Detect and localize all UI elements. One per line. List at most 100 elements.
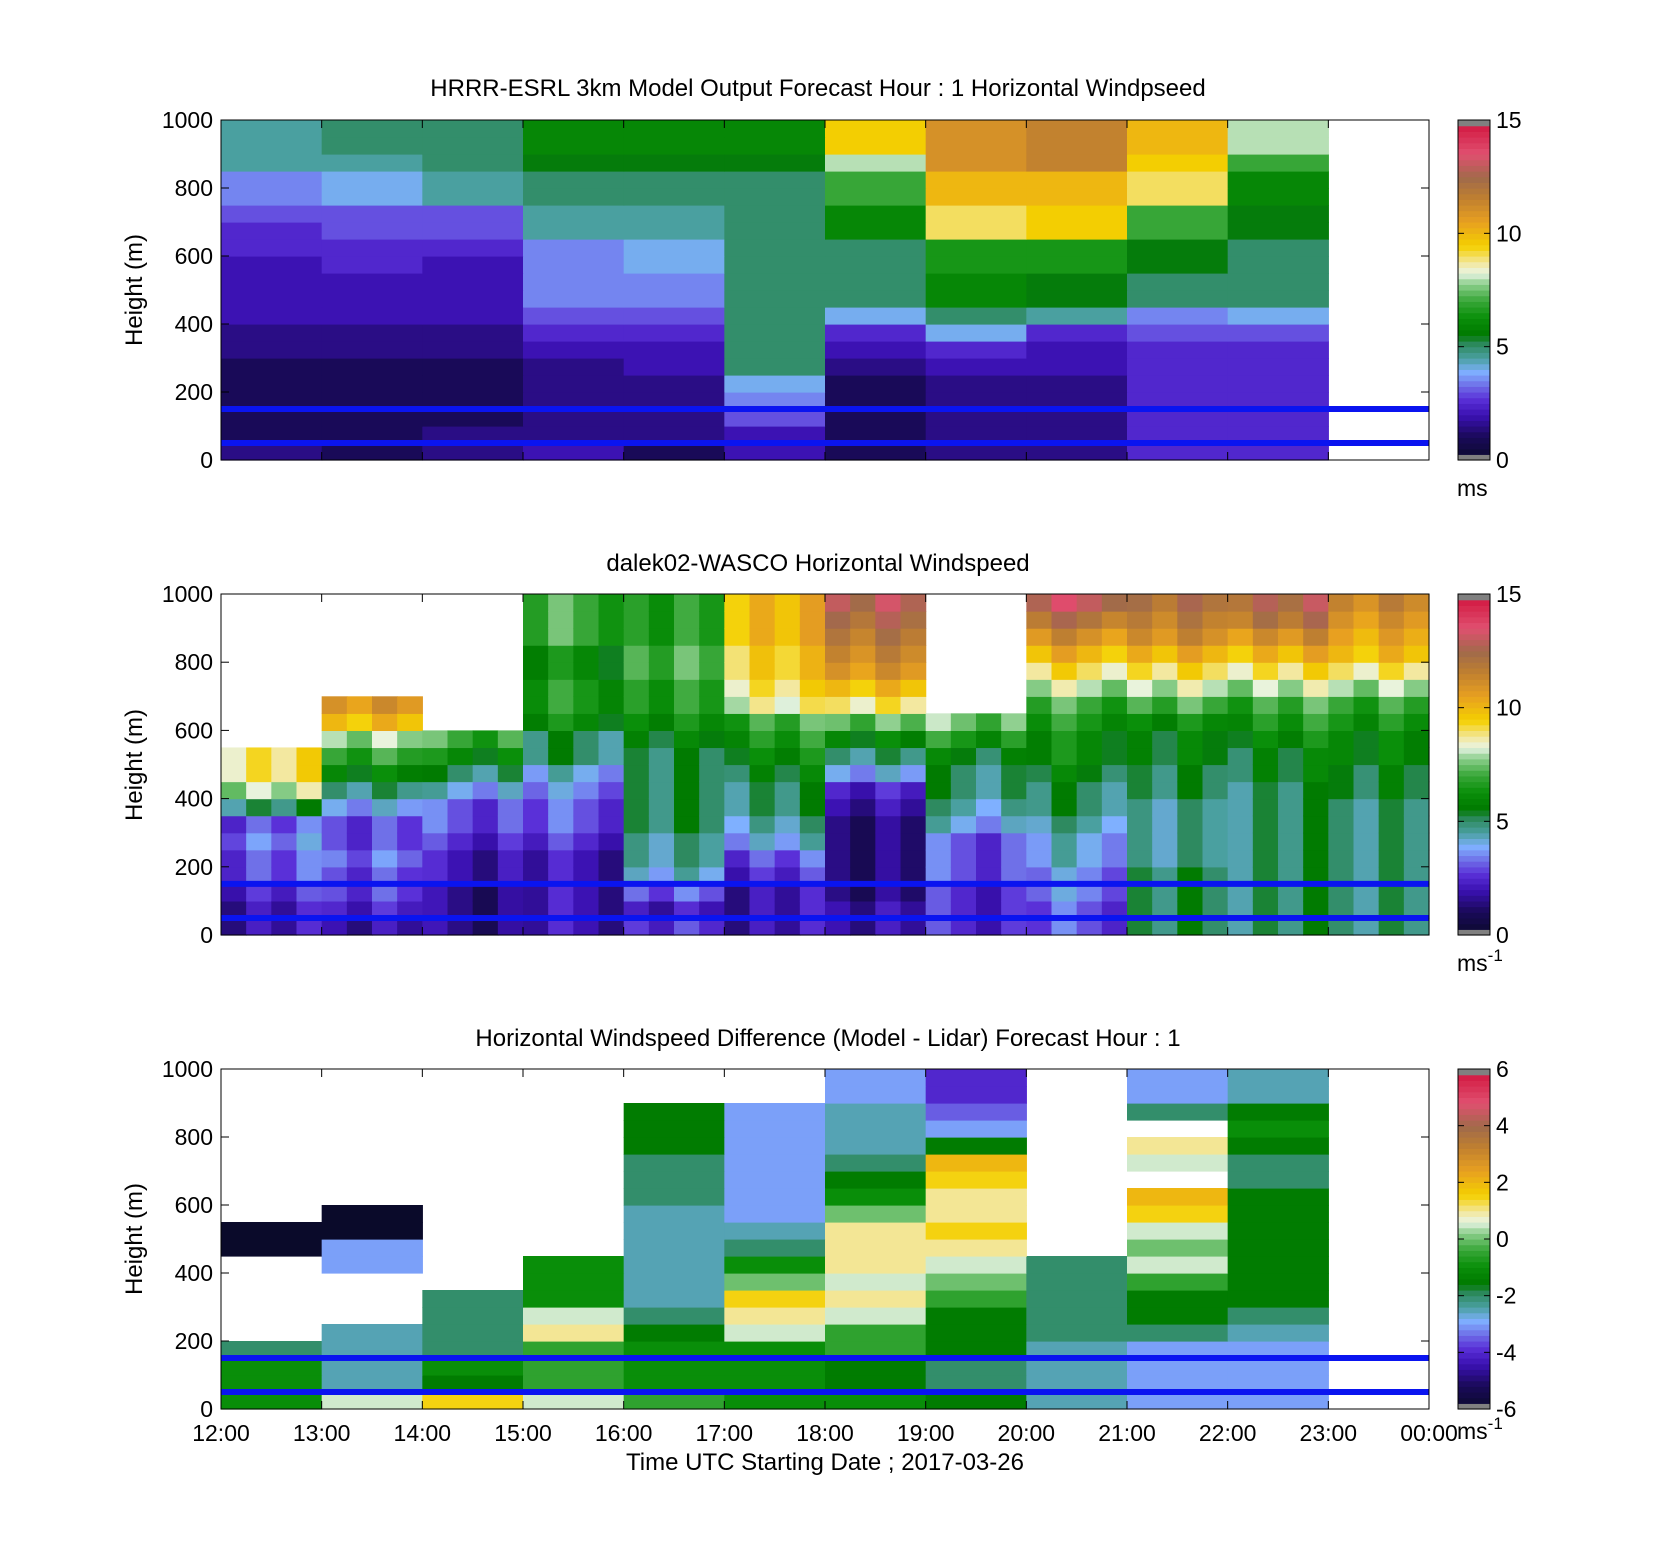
heat-cell: [1328, 883, 1355, 902]
heat-cell: [598, 696, 625, 714]
heat-cell: [271, 781, 298, 800]
heat-cell: [774, 628, 801, 646]
heat-cell: [976, 747, 1002, 766]
colorbar-segment: [1458, 628, 1490, 635]
heat-cell: [1278, 662, 1304, 680]
heat-cell: [623, 426, 725, 444]
heat-cell: [774, 747, 801, 766]
colorbar-segment: [1458, 426, 1490, 433]
heat-cell: [900, 849, 927, 868]
colorbar-segment: [1458, 392, 1490, 399]
heat-cell: [1278, 611, 1304, 629]
heat-cell: [523, 341, 625, 359]
heat-cell: [346, 815, 373, 834]
heat-cell: [372, 781, 398, 800]
heat-cell: [523, 679, 549, 697]
heat-cell: [648, 781, 675, 800]
heat-cell: [1026, 594, 1053, 612]
heat-cell: [1127, 645, 1153, 663]
heat-cell: [1202, 747, 1229, 766]
heat-cell: [623, 866, 650, 885]
heat-cell: [1252, 815, 1279, 834]
heat-cell: [623, 713, 650, 731]
heat-cell: [825, 375, 927, 393]
heat-cell: [296, 832, 323, 851]
heat-cell: [1227, 1239, 1329, 1257]
x-tick-label: 18:00: [796, 1420, 854, 1446]
heat-cell: [976, 866, 1002, 885]
heat-cell: [1026, 273, 1128, 291]
heat-cell: [674, 815, 700, 834]
heat-cell: [699, 900, 725, 919]
colorbar-segment: [1458, 329, 1490, 336]
x-tick-label: 22:00: [1199, 1420, 1257, 1446]
heat-cell: [1227, 375, 1329, 393]
heat-cell: [548, 866, 574, 885]
colorbar-segment: [1458, 673, 1490, 680]
heat-cell: [1227, 730, 1254, 749]
heat-cell: [1403, 645, 1430, 663]
heat-cell: [825, 866, 851, 885]
colorbar-segment: [1458, 1097, 1490, 1104]
heat-cell: [1076, 611, 1103, 629]
heat-cell: [623, 1290, 725, 1308]
heat-cell: [925, 1137, 1027, 1155]
heat-cell: [523, 137, 625, 155]
y-tick-label: 200: [175, 379, 213, 405]
heat-cell: [1152, 764, 1178, 783]
colorbar-segment: [1458, 176, 1490, 183]
heat-cell: [598, 866, 625, 885]
heat-cell: [724, 696, 751, 714]
heat-cell: [648, 662, 675, 680]
colorbar-segment: [1458, 656, 1490, 663]
heat-cell: [825, 239, 927, 257]
heat-cell: [623, 679, 650, 697]
heat-cell: [674, 781, 700, 800]
heat-cell: [950, 713, 977, 731]
heat-cell: [648, 628, 675, 646]
colorbar-segment: [1458, 380, 1490, 387]
colorbar-segment: [1458, 443, 1490, 450]
heat-cell: [825, 392, 927, 410]
colorbar-segment: [1458, 182, 1490, 189]
colorbar-segment: [1458, 131, 1490, 138]
heat-cell: [372, 730, 398, 749]
heat-cell: [1202, 832, 1229, 851]
heat-cell: [422, 832, 449, 851]
colorbar-segment: [1458, 284, 1490, 291]
heat-cell: [1227, 1069, 1329, 1087]
heat-cell: [825, 137, 927, 155]
heat-cell: [1403, 747, 1430, 766]
heat-cell: [724, 832, 751, 851]
heat-cell: [271, 815, 298, 834]
heat-cell: [724, 205, 826, 223]
colorbar-tick-label: 4: [1496, 1113, 1509, 1139]
heat-cell: [1303, 900, 1329, 919]
heat-cell: [1403, 798, 1430, 817]
heat-cell: [699, 747, 725, 766]
heat-cell: [850, 628, 876, 646]
colorbar-segment: [1458, 923, 1490, 930]
heat-cell: [1127, 1256, 1229, 1274]
heat-cell: [623, 120, 725, 138]
heat-cell: [875, 917, 902, 936]
heat-cell: [1353, 917, 1380, 936]
heat-cell: [422, 324, 524, 342]
heat-cell: [825, 273, 927, 291]
colorbar-segment: [1458, 1091, 1490, 1098]
colorbar-segment: [1458, 1103, 1490, 1110]
colorbar-segment: [1458, 764, 1490, 771]
heat-cell: [1328, 832, 1355, 851]
heat-cell: [1403, 713, 1430, 731]
heat-cell: [724, 426, 826, 444]
heat-cell: [422, 120, 524, 138]
heat-cell: [1227, 239, 1329, 257]
heat-cell: [1278, 764, 1304, 783]
heat-cell: [1303, 713, 1329, 731]
heat-cell: [925, 171, 1027, 189]
heat-cell: [799, 594, 826, 612]
heat-cell: [724, 1222, 826, 1240]
heat-cell: [623, 1256, 725, 1274]
heat-cell: [976, 781, 1002, 800]
heat-cell: [623, 1154, 725, 1172]
